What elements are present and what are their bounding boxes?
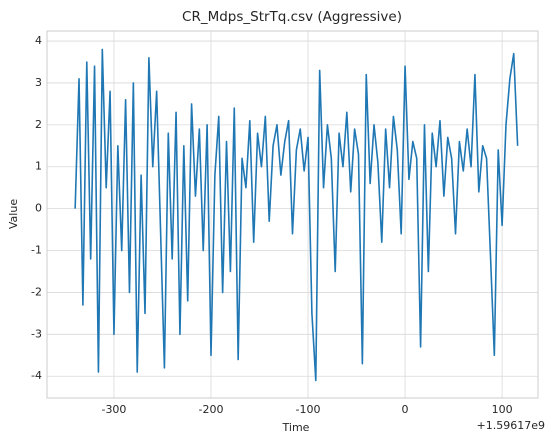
y-tick-label: -2 [31, 285, 42, 298]
x-tick-label: -100 [296, 403, 321, 416]
y-tick-label: 0 [35, 202, 42, 215]
y-tick-label: -1 [31, 244, 42, 257]
y-tick-label: 3 [35, 76, 42, 89]
y-tick-label: 2 [35, 118, 42, 131]
x-tick-label: 0 [402, 403, 409, 416]
y-tick-label: -4 [31, 369, 42, 382]
x-offset-label: +1.59617e9 [477, 419, 545, 432]
x-tick-label: 100 [492, 403, 513, 416]
chart-title: CR_Mdps_StrTq.csv (Aggressive) [182, 9, 402, 25]
y-tick-label: 4 [35, 34, 42, 47]
y-tick-label: -3 [31, 327, 42, 340]
x-tick-label: -300 [101, 403, 126, 416]
x-tick-label: -200 [199, 403, 224, 416]
plot-frame [46, 30, 539, 399]
x-axis-label: Time [282, 421, 310, 434]
data-line [74, 48, 519, 382]
y-axis-label: Value [7, 199, 20, 229]
y-tick-label: 1 [35, 160, 42, 173]
